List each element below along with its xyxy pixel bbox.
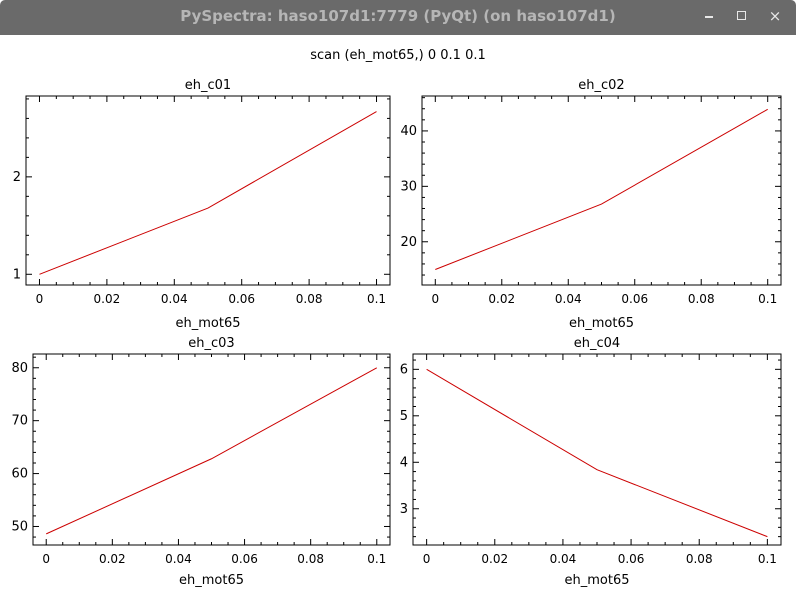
x-tick-label: 0.08 xyxy=(296,292,323,306)
plot-area: scan (eh_mot65,) 0 0.1 0.1 eh_c01 0 0.02 0.… xyxy=(0,35,796,595)
x-tick-label: 0.04 xyxy=(161,292,188,306)
series-line xyxy=(426,368,768,538)
y-tick-label: 5 xyxy=(400,409,408,424)
x-tick-label: 0 xyxy=(42,552,50,566)
series-line xyxy=(46,367,378,535)
x-tick-label: 0.02 xyxy=(481,552,508,566)
x-axis-label: eh_mot65 xyxy=(569,316,634,331)
x-tick-label: 0.1 xyxy=(367,552,386,566)
x-tick-label: 0 xyxy=(431,292,439,306)
series-line xyxy=(435,108,768,270)
x-tick-label: 0.02 xyxy=(99,552,126,566)
y-tick-label: 4 xyxy=(400,455,408,470)
x-tick-label: 0.04 xyxy=(550,552,577,566)
maximize-icon[interactable] xyxy=(731,0,751,33)
x-tick-label: 0.06 xyxy=(231,552,258,566)
x-tick-label: 0.1 xyxy=(758,552,777,566)
y-tick-label: 80 xyxy=(11,361,28,376)
figure-title: scan (eh_mot65,) 0 0.1 0.1 xyxy=(310,48,486,63)
y-tick-label: 30 xyxy=(400,179,417,194)
close-icon[interactable]: × xyxy=(768,7,782,25)
y-tick-label: 60 xyxy=(11,467,28,482)
plot-title: eh_c01 xyxy=(185,78,231,93)
x-tick-label: 0.06 xyxy=(228,292,255,306)
y-tick-label: 1 xyxy=(13,267,21,282)
x-axis-label: eh_mot65 xyxy=(179,573,244,588)
x-tick-label: 0.02 xyxy=(94,292,121,306)
x-tick-label: 0.04 xyxy=(165,552,192,566)
plot-frame xyxy=(25,95,391,286)
plot-frame xyxy=(421,95,782,286)
y-tick-label: 6 xyxy=(400,362,408,377)
x-axis-label: eh_mot65 xyxy=(176,316,241,331)
plot-frame xyxy=(32,353,391,546)
minimize-icon[interactable] xyxy=(699,0,719,33)
y-tick-label: 20 xyxy=(400,235,417,250)
plot-frame xyxy=(412,353,782,546)
series-line xyxy=(39,111,377,275)
plot-canvas: eh_c01 0 0.02 0.04 0.06 0.08 0.1 1 2 eh_mot65 eh_c… xyxy=(11,78,782,588)
plot-title: eh_c03 xyxy=(188,336,234,351)
x-tick-label: 0.08 xyxy=(688,292,715,306)
x-tick-label: 0.06 xyxy=(618,552,645,566)
y-tick-label: 40 xyxy=(400,124,417,139)
x-tick-label: 0.1 xyxy=(367,292,386,306)
x-axis-label: eh_mot65 xyxy=(565,573,630,588)
y-tick-label: 2 xyxy=(13,170,21,185)
y-tick-label: 3 xyxy=(400,502,408,517)
x-tick-label: 0 xyxy=(36,292,44,306)
x-tick-label: 0.08 xyxy=(297,552,324,566)
window-title: PySpectra: haso107d1:7779 (PyQt) (on has… xyxy=(180,7,616,25)
x-tick-label: 0.02 xyxy=(488,292,515,306)
x-tick-label: 0.1 xyxy=(758,292,777,306)
y-tick-label: 50 xyxy=(11,519,28,534)
x-tick-label: 0.08 xyxy=(686,552,713,566)
window-titlebar[interactable]: PySpectra: haso107d1:7779 (PyQt) (on has… xyxy=(0,0,796,35)
plot-title: eh_c04 xyxy=(574,336,620,351)
x-tick-label: 0.06 xyxy=(621,292,648,306)
y-tick-label: 70 xyxy=(11,414,28,429)
plot-title: eh_c02 xyxy=(578,78,624,93)
x-tick-label: 0 xyxy=(423,552,431,566)
x-tick-label: 0.04 xyxy=(555,292,582,306)
